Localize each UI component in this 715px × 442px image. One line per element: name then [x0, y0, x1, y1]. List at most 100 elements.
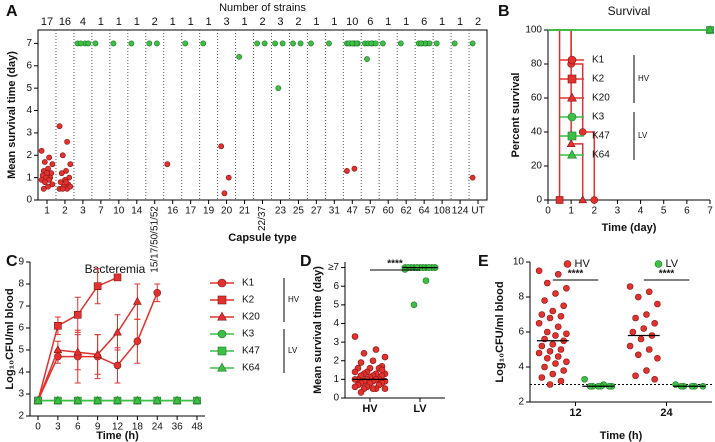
x-tick-label: 124 — [452, 206, 469, 217]
data-point — [626, 283, 634, 290]
strain-count: 1 — [206, 16, 212, 28]
strain-count: 1 — [385, 16, 391, 28]
legend-marker — [567, 92, 577, 102]
data-point — [451, 40, 458, 47]
data-point — [221, 190, 228, 197]
data-point — [369, 385, 377, 392]
data-point — [543, 354, 551, 362]
legend-marker — [217, 311, 227, 321]
x-tick-label: 2 — [592, 206, 598, 217]
y-tick-label: 6 — [26, 60, 32, 71]
data-point — [422, 277, 430, 284]
x-tick-label: 64 — [419, 206, 431, 217]
x-tick-label: 16 — [167, 206, 179, 217]
data-point — [541, 363, 548, 371]
data-point — [290, 40, 296, 47]
data-point — [59, 185, 66, 192]
legend-label: K64 — [242, 363, 260, 374]
data-point — [357, 359, 365, 366]
y-axis-title: Log₁₀CFU/ml blood — [494, 281, 506, 382]
x-tick-label: 22/37 — [257, 206, 268, 231]
data-point — [418, 40, 424, 47]
series-point — [73, 310, 82, 319]
data-point — [541, 297, 548, 304]
y-tick-label: 10 — [513, 257, 525, 268]
data-point — [535, 319, 543, 327]
survival-point — [705, 25, 715, 34]
data-point — [261, 40, 268, 47]
y-axis-title: Mean survival time (day) — [6, 51, 18, 179]
series-point — [53, 395, 63, 404]
x-tick-label: 47 — [347, 206, 359, 217]
y-axis-title: Mean survival time (day) — [312, 266, 324, 394]
data-point — [410, 301, 418, 309]
data-point — [626, 342, 634, 350]
series-point — [133, 296, 142, 305]
series-point — [54, 321, 62, 330]
data-point — [372, 346, 380, 353]
data-point — [640, 325, 648, 332]
x-tick-label: 12 — [569, 407, 581, 419]
data-point — [379, 40, 386, 47]
legend-label: K47 — [592, 131, 610, 142]
strain-count: 4 — [80, 16, 86, 28]
data-point — [643, 367, 650, 374]
x-tick-label: 25 — [293, 206, 305, 217]
data-point — [469, 174, 476, 181]
strain-count: 17 — [41, 16, 53, 28]
data-point — [349, 40, 356, 47]
x-tick-label: 108 — [434, 206, 451, 217]
data-point — [254, 40, 261, 47]
y-axis-title: Log₁₀CFU/ml blood — [4, 288, 16, 389]
x-tick-label: 62 — [401, 206, 413, 217]
survival-point — [555, 196, 564, 204]
plot-frame — [37, 29, 488, 201]
data-point — [654, 354, 661, 362]
series-point — [113, 361, 122, 370]
data-point — [581, 375, 588, 383]
legend-group-label: LV — [288, 346, 298, 355]
y-tick-label: 3 — [26, 128, 32, 139]
x-tick-label: 57 — [365, 206, 377, 217]
strain-count: 2 — [259, 16, 265, 28]
data-point — [77, 40, 84, 47]
x-tick-label: 21 — [239, 206, 251, 217]
legend-label: HV — [575, 258, 591, 270]
y-tick-label: 2 — [518, 397, 524, 408]
strain-count: 2 — [152, 16, 158, 28]
series-point — [133, 395, 142, 404]
legend-marker — [217, 346, 227, 356]
legend-label: LV — [666, 258, 679, 270]
data-point — [40, 185, 47, 192]
series-point — [73, 395, 83, 404]
series-point — [172, 395, 182, 404]
data-point — [535, 349, 543, 357]
series-point — [113, 395, 122, 404]
series-point — [133, 337, 142, 346]
y-tick-label: 2 — [333, 355, 339, 366]
y-tick-label: 8 — [18, 279, 24, 290]
panel-label: A — [6, 3, 18, 20]
data-point — [41, 179, 48, 186]
survival-point — [590, 196, 599, 204]
data-point — [344, 168, 350, 174]
series-point — [153, 288, 162, 297]
data-point — [433, 40, 440, 47]
strain-count: 1 — [313, 16, 319, 28]
survival-line — [548, 29, 584, 200]
x-tick-label: 48 — [191, 422, 203, 433]
chart-title: Bacteremia — [85, 262, 146, 276]
legend-label: K3 — [242, 329, 255, 340]
x-tick-label: UT — [471, 206, 484, 217]
legend-marker — [567, 149, 577, 159]
data-point — [560, 302, 567, 310]
data-point — [543, 328, 551, 336]
y-tick-label: 3 — [333, 337, 339, 348]
data-point — [634, 351, 642, 359]
strain-count: 6 — [367, 16, 373, 28]
data-point — [552, 360, 559, 367]
series-point — [192, 395, 202, 404]
data-point — [543, 279, 551, 287]
strain-count: 10 — [346, 16, 358, 28]
